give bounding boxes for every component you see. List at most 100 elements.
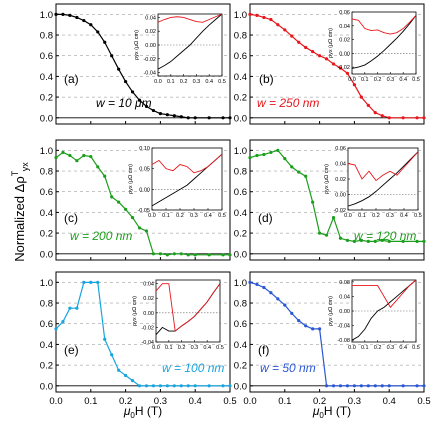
y-tick-label: 0.6 [234, 187, 247, 198]
data-point [221, 116, 225, 120]
x-tick-label: 0.3 [348, 396, 361, 407]
data-point [165, 384, 169, 388]
data-point [304, 324, 308, 328]
inset-x-tick-label: 0.0 [152, 345, 160, 351]
data-point [311, 327, 315, 331]
data-point [103, 337, 107, 341]
inset-y-tick-label: -0.04 [143, 71, 156, 77]
inset-y-tick-label: 0.00 [339, 309, 350, 315]
inset-frame [155, 279, 221, 343]
data-point [89, 154, 93, 159]
inset-x-tick-label: 0.4 [203, 345, 211, 351]
y-tick-label: 0.6 [40, 51, 53, 62]
inset-plot: -0.05 0.00 0.05 0.10 0.0 0.1 0.2 0.3 0.4 0.5 ρyx (… [128, 146, 226, 219]
data-point [331, 215, 336, 220]
x-tick-label: 0.1 [84, 396, 97, 407]
data-point [110, 195, 114, 199]
x-axis-label-right: μ0H (T) [312, 404, 351, 420]
inset-y-tick-label: 0.02 [143, 296, 154, 302]
y-tick-label: 0.4 [234, 208, 247, 219]
data-point [75, 159, 79, 163]
x-axis-label-left: μ0H (T) [123, 404, 162, 420]
data-point [401, 116, 405, 120]
panels: 0.0 0.2 0.4 0.6 0.8 1.0 (a) w = 10 μm -0.04 -0.02… [40, 3, 431, 407]
y-tick-label: 0.4 [40, 340, 53, 351]
inset-y-tick-label: 0.10 [139, 146, 150, 152]
chart-panel-b: 0.00.20.40.60.81.0(b)w = 250 nm-0.020.00… [234, 3, 426, 125]
chart-panel-a: 0.0 0.2 0.4 0.6 0.8 1.0 (a) w = 10 μm -0.04 -0.02… [40, 3, 232, 125]
x-tick-label: 0.2 [119, 396, 132, 407]
inset-frame [347, 147, 419, 211]
y-tick-label: 0.2 [234, 361, 247, 372]
data-point [345, 71, 350, 75]
y-tick-label: 0.2 [40, 229, 53, 240]
inset-x-tick-label: 0.3 [387, 345, 395, 351]
inset-y-tick-label: 0.00 [145, 43, 156, 49]
y-tick-label: 0.2 [234, 93, 247, 104]
legend-label: w = 100 nm [162, 361, 224, 375]
data-point [124, 207, 128, 211]
inset-x-tick-label: 0.4 [399, 77, 407, 83]
x-axis-sub-right: 0 [319, 411, 324, 420]
data-point [137, 384, 142, 388]
data-point [75, 15, 79, 20]
data-point [221, 384, 225, 388]
legend-label: w = 120 nm [354, 229, 416, 243]
inset-y-label: ρyx (μΩ cm) [134, 30, 140, 60]
y-tick-label: 1.0 [234, 146, 247, 157]
data-point [96, 30, 100, 34]
x-tick-label: 0.0 [49, 396, 62, 407]
data-point [103, 40, 107, 44]
inset-y-label: ρyx (μΩ cm) [132, 296, 138, 326]
plot-frame [249, 139, 425, 261]
data-point [380, 114, 384, 118]
inset-y-label: ρyx (μΩ cm) [328, 296, 334, 326]
inset-red-curve [157, 13, 223, 23]
inset-x-tick-label: 0.0 [154, 79, 162, 85]
data-point [415, 239, 419, 243]
data-point [311, 49, 315, 54]
inset-x-tick-label: 0.5 [412, 77, 420, 83]
inset-x-tick-label: 0.3 [386, 213, 394, 219]
data-point [255, 153, 259, 158]
chart-panel-c: 0.00.20.40.60.81.0(c)w = 200 nm-0.050.00… [40, 139, 232, 261]
inset-x-tick-label: 0.4 [205, 79, 213, 85]
data-point [165, 253, 169, 257]
inset-frame [351, 11, 417, 75]
panel-label: (b) [259, 72, 274, 86]
inset-y-tick-label: 0.06 [335, 146, 346, 152]
data-point [54, 327, 58, 331]
x-tick-label: 0.3 [154, 396, 167, 407]
inset-x-tick-label: 0.0 [348, 345, 356, 351]
x-tick-label: 0.5 [417, 396, 430, 407]
data-point [158, 252, 162, 256]
data-point [255, 282, 259, 287]
inset-y-tick-label: 0.04 [145, 15, 156, 21]
data-point [373, 239, 377, 243]
inset-y-label: ρyx (μΩ cm) [324, 164, 330, 194]
inset-red-curve [155, 283, 221, 332]
inset-y-tick-label: 0.06 [339, 10, 350, 16]
data-point [380, 384, 384, 388]
chart-panel-d: 0.00.20.40.60.81.0(d)w = 120 nm-0.020.00… [234, 139, 426, 261]
data-point [117, 67, 121, 71]
y-tick-label: 0.4 [40, 208, 53, 219]
inset-y-tick-label: 0.00 [143, 311, 154, 317]
y-tick-label: 0.0 [234, 381, 247, 392]
data-point [68, 153, 72, 158]
inset-y-tick-label: -0.02 [143, 57, 156, 63]
data-point [130, 90, 135, 94]
data-point [158, 112, 162, 116]
inset-x-tick-label: 0.0 [344, 213, 352, 219]
data-point [366, 103, 370, 107]
data-point [228, 384, 232, 388]
inset-x-tick-label: 0.1 [165, 345, 173, 351]
data-point [54, 155, 58, 160]
plot-frame [55, 3, 231, 125]
data-point [110, 353, 114, 357]
inset-red-curve [347, 151, 419, 182]
data-point [207, 253, 211, 257]
inset-x-tick-label: 0.2 [372, 213, 380, 219]
data-point [172, 114, 176, 118]
data-point [283, 157, 287, 161]
